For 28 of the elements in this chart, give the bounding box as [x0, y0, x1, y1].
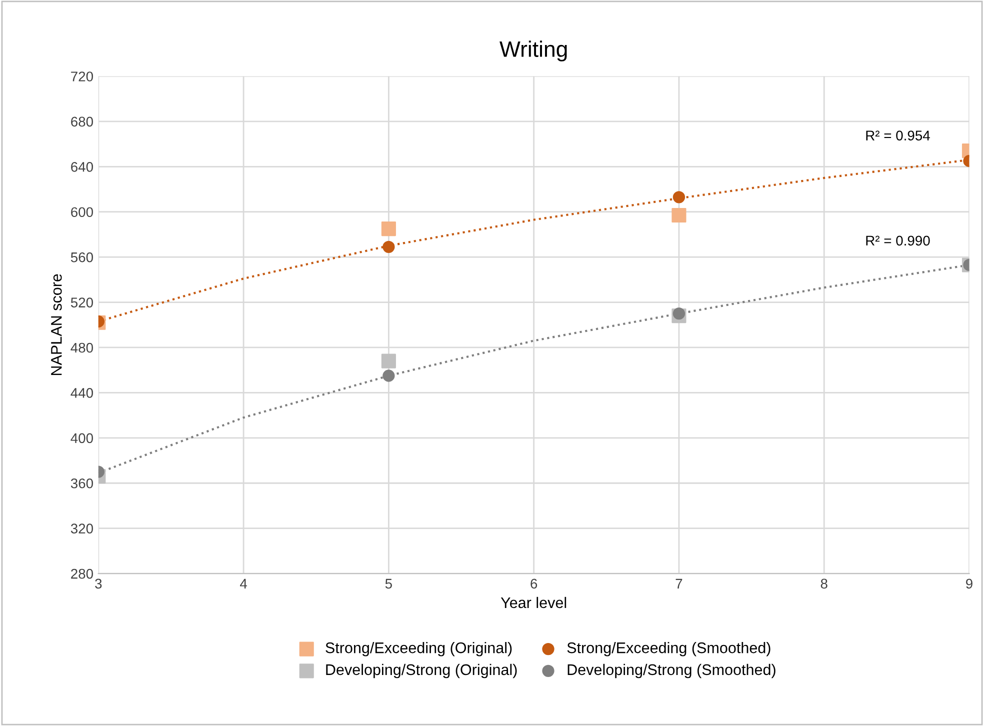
x-tick-label: 8: [820, 578, 828, 589]
y-tick-label: 320: [70, 524, 93, 534]
x-tick-label: 9: [966, 578, 972, 589]
y-tick-label: 480: [70, 342, 93, 353]
legend-label: Developing/Strong (Smoothed): [568, 664, 776, 678]
y-tick-label: 360: [70, 478, 93, 488]
y-tick-label: 520: [70, 298, 93, 308]
x-tick-label: 4: [240, 578, 247, 588]
x-tick-label: 3: [95, 578, 102, 589]
y-tick-label: 560: [70, 252, 93, 262]
legend-label: Developing/Strong (Original): [326, 664, 517, 678]
x-axis-title: Year level: [500, 596, 566, 608]
y-tick-label: 680: [71, 116, 93, 127]
annotation: R² = 0.954: [866, 130, 930, 140]
y-tick-label: 640: [71, 162, 93, 172]
y-axis-title: NAPLAN score: [51, 274, 62, 375]
y-tick-label: 600: [71, 207, 93, 218]
x-tick-label: 6: [530, 578, 538, 589]
legend-label: Strong/Exceeding (Original): [326, 642, 512, 656]
y-tick-label: 440: [70, 388, 93, 398]
legend-label: Strong/Exceeding (Smoothed): [567, 642, 770, 656]
y-tick-label: 720: [71, 72, 93, 82]
x-tick-label: 5: [385, 578, 392, 589]
y-tick-label: 400: [70, 433, 93, 444]
annotation: R² = 0.990: [866, 236, 930, 246]
x-tick-label: 7: [676, 578, 682, 588]
chart-title: Writing: [500, 40, 567, 62]
y-tick-label: 280: [71, 568, 93, 579]
